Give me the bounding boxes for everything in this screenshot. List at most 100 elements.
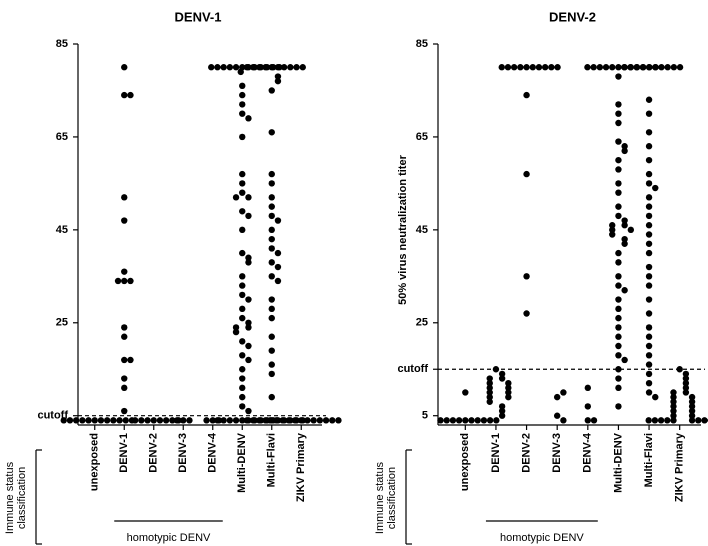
data-point (156, 417, 164, 424)
data-point (60, 417, 67, 424)
y-tick-label: 65 (416, 131, 428, 143)
data-point (627, 64, 634, 71)
data-point (256, 417, 263, 424)
data-point (645, 96, 653, 103)
data-point (560, 389, 567, 396)
data-point (596, 64, 604, 71)
data-point (652, 64, 659, 71)
data-point (268, 393, 275, 401)
data-point (72, 417, 80, 424)
data-point (268, 333, 275, 340)
data-point (232, 324, 240, 331)
x-tick-label: DENV-1 (490, 433, 502, 473)
data-point (239, 393, 246, 401)
data-point (688, 407, 696, 415)
data-point (121, 356, 128, 364)
data-point (615, 305, 622, 313)
data-point (615, 352, 622, 359)
data-point (268, 194, 275, 201)
x-tick-label: unexposed (89, 433, 101, 491)
data-point (239, 384, 246, 392)
data-point (670, 412, 677, 419)
data-point (97, 417, 105, 424)
data-point (245, 115, 252, 122)
data-point (498, 407, 506, 415)
data-point (682, 389, 690, 396)
data-point (486, 389, 493, 396)
data-point (498, 403, 506, 410)
data-point (645, 324, 653, 331)
y-tick-label: 5 (422, 410, 428, 422)
x-tick-label: unexposed (459, 433, 471, 491)
data-point (645, 231, 653, 238)
data-point (268, 370, 275, 378)
data-point (214, 417, 221, 424)
data-point (239, 282, 246, 289)
data-point (652, 393, 659, 401)
y-tick-label: 85 (416, 38, 428, 50)
data-point (486, 384, 493, 392)
data-point (498, 64, 505, 71)
data-point (268, 296, 275, 303)
data-point (627, 226, 635, 234)
data-point (226, 64, 234, 71)
data-point (239, 170, 246, 178)
data-point (316, 417, 324, 424)
data-point (529, 64, 536, 71)
data-point (110, 417, 117, 424)
data-point (299, 64, 306, 71)
data-point (688, 417, 696, 424)
data-point (243, 64, 251, 71)
data-point (239, 226, 246, 234)
data-point (245, 212, 252, 220)
data-point (554, 64, 561, 71)
data-point (621, 235, 628, 243)
data-point (621, 217, 628, 224)
data-point (523, 170, 530, 178)
y-tick-label: 65 (56, 131, 68, 143)
data-point (609, 231, 616, 238)
data-point (245, 324, 252, 331)
data-point (243, 417, 251, 424)
data-point (621, 147, 628, 155)
data-point (621, 356, 628, 364)
data-point (449, 417, 457, 424)
data-point (121, 375, 128, 382)
data-point (268, 259, 275, 266)
data-point (186, 417, 193, 424)
data-point (695, 417, 702, 424)
data-point (682, 370, 690, 378)
data-point (279, 417, 286, 424)
data-point (676, 366, 683, 373)
data-point (285, 417, 293, 424)
data-point (645, 417, 652, 424)
data-point (329, 417, 336, 424)
data-point (670, 389, 677, 396)
data-point (268, 245, 275, 252)
data-point (268, 226, 275, 234)
data-point (480, 417, 488, 424)
x-tick-label: Multi-Flavi (266, 433, 278, 487)
data-point (615, 189, 622, 196)
data-point (162, 417, 170, 424)
data-point (121, 324, 128, 331)
data-point (173, 417, 181, 424)
data-point (268, 305, 275, 313)
data-point (245, 259, 252, 266)
data-point (268, 273, 275, 280)
data-point (523, 64, 530, 71)
data-point (615, 64, 622, 71)
y-tick-label: 85 (56, 38, 68, 50)
data-point (116, 417, 123, 424)
data-point (615, 366, 622, 373)
data-point (645, 194, 653, 201)
x-tick-label: DENV-4 (582, 432, 594, 473)
data-point (138, 417, 145, 424)
data-point (615, 203, 622, 210)
data-point (268, 361, 275, 368)
data-point (268, 235, 275, 243)
data-point (645, 342, 653, 350)
data-point (615, 166, 622, 173)
data-point (121, 217, 128, 224)
